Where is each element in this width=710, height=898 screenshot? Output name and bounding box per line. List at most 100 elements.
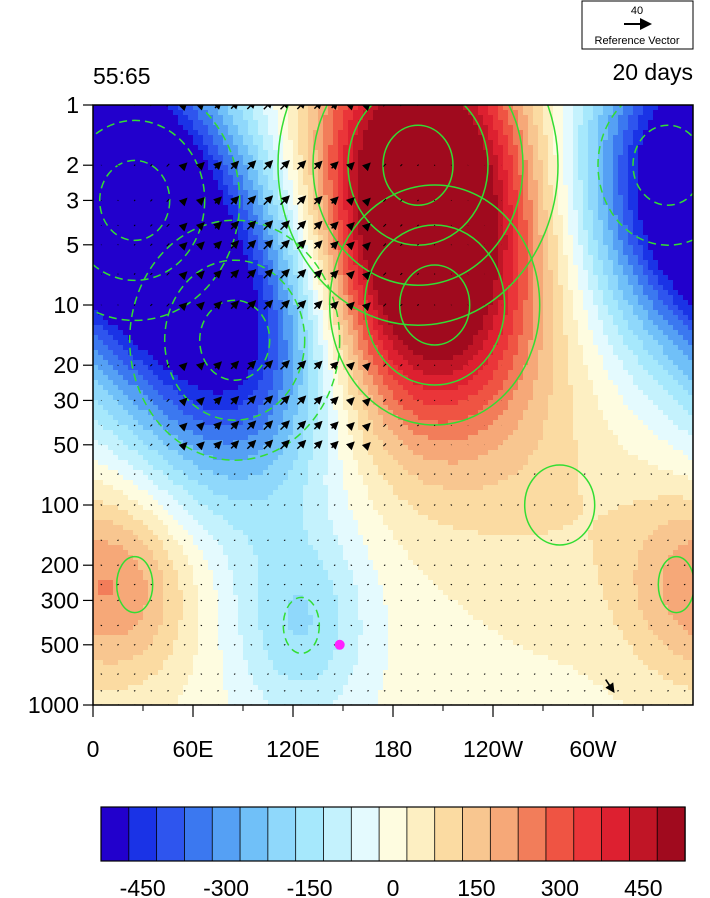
field-cell bbox=[208, 195, 214, 201]
field-cell bbox=[648, 260, 654, 266]
field-cell bbox=[148, 225, 154, 231]
field-cell bbox=[478, 155, 484, 161]
field-cell bbox=[188, 175, 194, 181]
field-cell bbox=[233, 115, 239, 121]
field-cell bbox=[93, 300, 99, 306]
field-cell bbox=[323, 295, 329, 301]
field-cell bbox=[643, 225, 649, 231]
field-cell bbox=[498, 225, 504, 231]
field-cell bbox=[168, 285, 174, 291]
field-cell bbox=[473, 185, 479, 191]
field-cell bbox=[303, 275, 309, 281]
field-cell bbox=[598, 210, 604, 216]
field-cell bbox=[263, 235, 269, 241]
field-cell bbox=[438, 160, 444, 166]
field-cell bbox=[323, 180, 329, 186]
field-cell bbox=[613, 225, 619, 231]
field-cell bbox=[368, 250, 374, 256]
field-cell bbox=[613, 305, 619, 311]
field-cell bbox=[238, 175, 244, 181]
field-cell bbox=[603, 290, 609, 296]
right-title: 20 days bbox=[612, 59, 693, 85]
field-cell bbox=[583, 210, 589, 216]
field-cell bbox=[248, 150, 254, 156]
field-cell bbox=[308, 125, 314, 131]
field-cell bbox=[253, 150, 259, 156]
field-cell bbox=[613, 200, 619, 206]
field-cell bbox=[473, 130, 479, 136]
field-cell bbox=[363, 130, 369, 136]
field-cell bbox=[593, 250, 599, 256]
field-cell bbox=[628, 160, 634, 166]
field-cell bbox=[373, 145, 379, 151]
field-cell bbox=[243, 215, 249, 221]
field-cell bbox=[648, 180, 654, 186]
field-cell bbox=[433, 185, 439, 191]
field-cell bbox=[368, 170, 374, 176]
field-cell bbox=[628, 130, 634, 136]
field-cell bbox=[573, 275, 579, 281]
field-cell bbox=[523, 115, 529, 121]
field-cell bbox=[518, 295, 524, 301]
field-cell bbox=[173, 260, 179, 266]
field-cell bbox=[548, 180, 554, 186]
field-cell bbox=[503, 155, 509, 161]
field-cell bbox=[263, 120, 269, 126]
field-cell bbox=[148, 220, 154, 226]
field-cell bbox=[578, 165, 584, 171]
field-cell bbox=[428, 150, 434, 156]
field-cell bbox=[598, 280, 604, 286]
field-cell bbox=[108, 170, 114, 176]
field-cell bbox=[358, 305, 364, 311]
field-cell bbox=[103, 250, 109, 256]
field-cell bbox=[663, 195, 669, 201]
field-cell bbox=[623, 125, 629, 131]
field-cell bbox=[498, 160, 504, 166]
field-cell bbox=[223, 245, 229, 251]
field-cell bbox=[98, 175, 104, 181]
field-cell bbox=[633, 305, 639, 311]
field-cell bbox=[308, 230, 314, 236]
field-cell bbox=[178, 205, 184, 211]
field-cell bbox=[338, 195, 344, 201]
field-cell bbox=[523, 235, 529, 241]
field-cell bbox=[278, 210, 284, 216]
field-cell bbox=[128, 300, 134, 306]
field-cell bbox=[593, 195, 599, 201]
field-cell bbox=[563, 240, 569, 246]
field-cell bbox=[503, 140, 509, 146]
field-cell bbox=[113, 110, 119, 116]
field-cell bbox=[633, 105, 639, 111]
field-cell bbox=[408, 240, 414, 246]
field-cell bbox=[603, 275, 609, 281]
field-cell bbox=[618, 160, 624, 166]
field-cell bbox=[223, 240, 229, 246]
field-cell bbox=[98, 270, 104, 276]
field-cell bbox=[223, 195, 229, 201]
field-cell bbox=[568, 280, 574, 286]
field-cell bbox=[658, 215, 664, 221]
field-cell bbox=[208, 275, 214, 281]
field-cell bbox=[133, 175, 139, 181]
field-cell bbox=[448, 140, 454, 146]
field-cell bbox=[243, 285, 249, 291]
field-cell bbox=[333, 185, 339, 191]
field-cell bbox=[558, 215, 564, 221]
field-cell bbox=[348, 290, 354, 296]
field-cell bbox=[568, 300, 574, 306]
field-cell bbox=[438, 260, 444, 266]
field-cell bbox=[558, 250, 564, 256]
field-cell bbox=[398, 165, 404, 171]
field-cell bbox=[343, 170, 349, 176]
field-cell bbox=[688, 165, 693, 171]
field-cell bbox=[423, 265, 429, 271]
field-cell bbox=[323, 170, 329, 176]
field-cell bbox=[188, 105, 194, 111]
field-cell bbox=[243, 160, 249, 166]
field-cell bbox=[388, 120, 394, 126]
field-cell bbox=[513, 300, 519, 306]
field-cell bbox=[608, 130, 614, 136]
field-cell bbox=[588, 230, 594, 236]
field-cell bbox=[578, 160, 584, 166]
field-cell bbox=[148, 150, 154, 156]
